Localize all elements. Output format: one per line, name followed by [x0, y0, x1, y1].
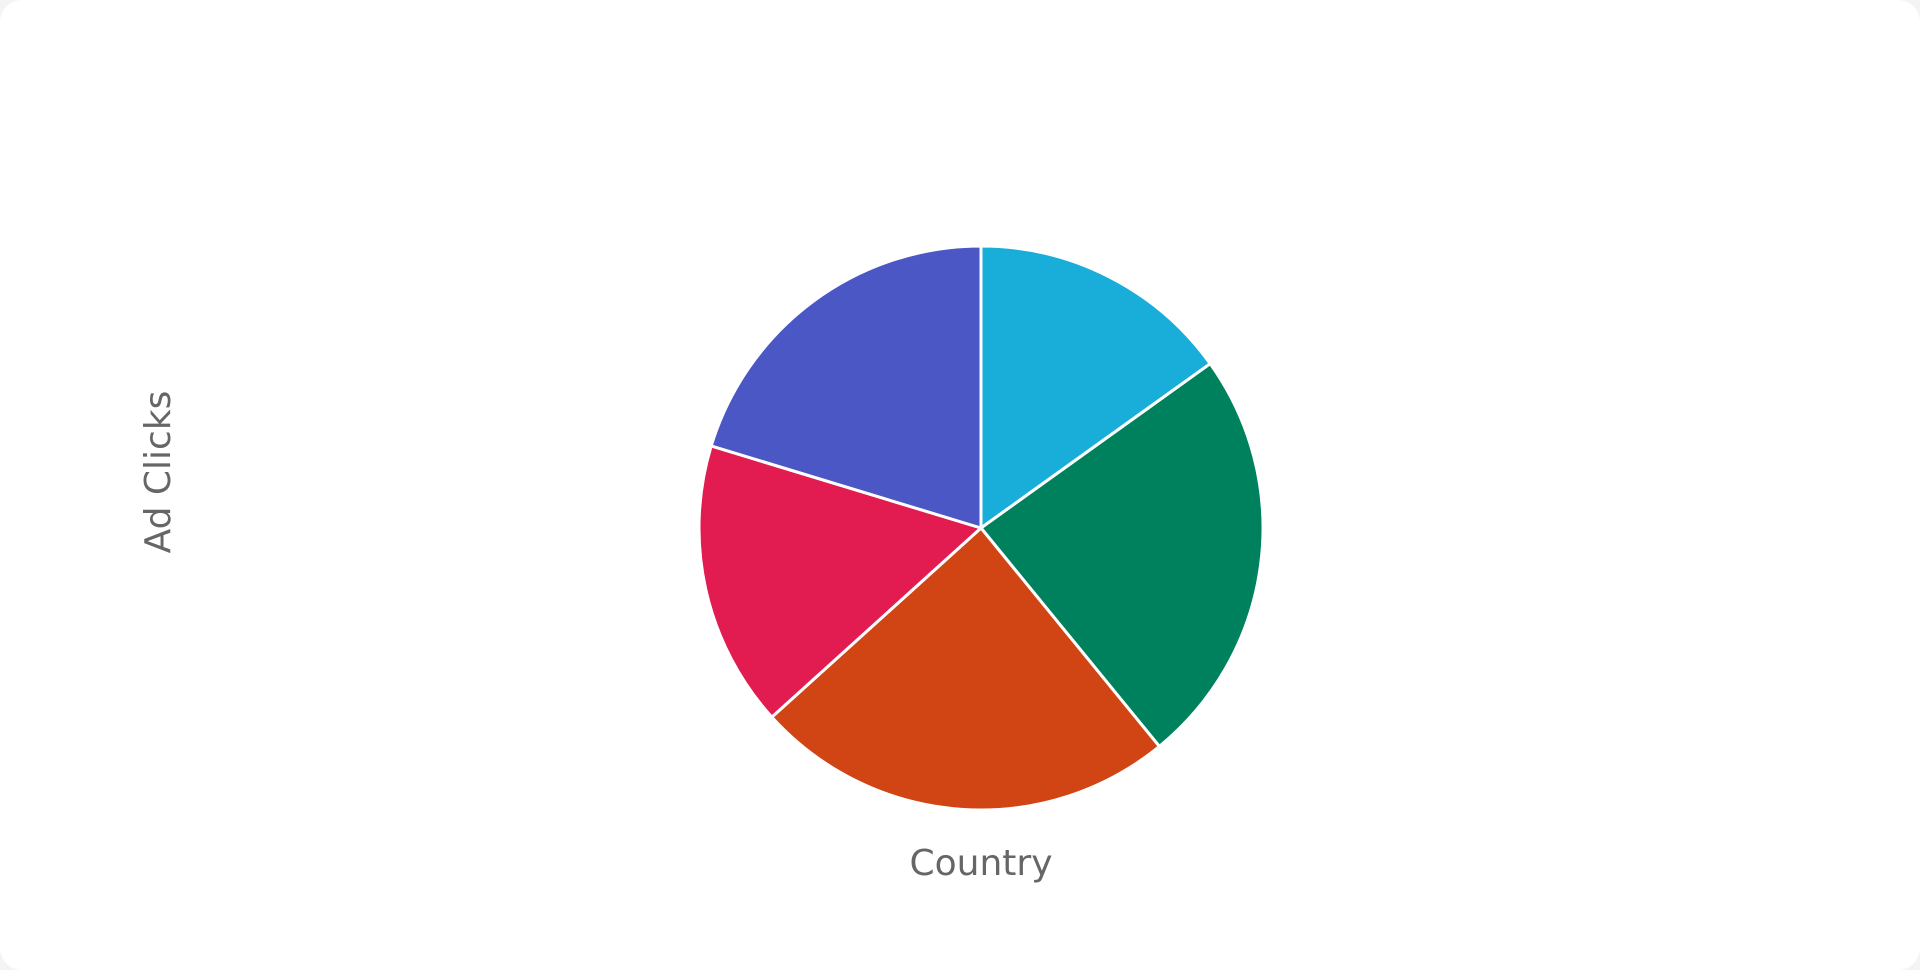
y-axis-label: Ad Clicks [138, 391, 179, 554]
pie-slice-2[interactable] [978, 361, 1265, 749]
x-axis-label: Country [909, 843, 1052, 884]
pie-slice-1[interactable] [979, 244, 1213, 531]
pie-slice-3[interactable] [769, 525, 1162, 812]
pie-slice-4[interactable] [697, 444, 984, 720]
pie-slices [697, 244, 1265, 812]
pie-slice-5[interactable] [709, 244, 983, 531]
